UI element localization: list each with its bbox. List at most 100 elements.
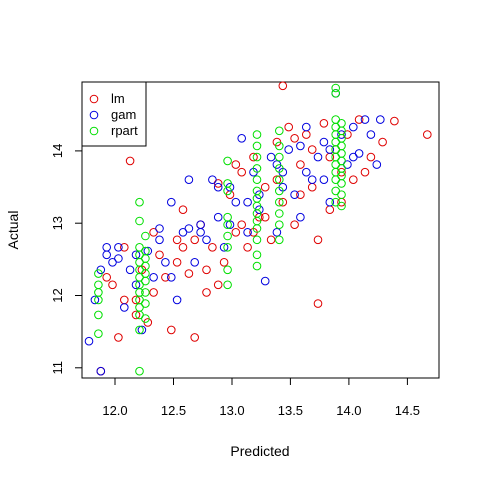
data-point-rpart: [223, 265, 232, 275]
data-point-gam: [319, 137, 329, 147]
data-point-lm: [231, 228, 241, 237]
data-point-rpart: [141, 231, 150, 241]
data-point-lm: [190, 333, 199, 342]
data-point-gam: [213, 182, 223, 192]
data-point-gam: [196, 220, 205, 229]
data-point-gam: [190, 258, 199, 267]
y-tick-label: 12: [50, 288, 65, 302]
y-tick-label: 14: [50, 144, 65, 158]
y-tick-label: 11: [50, 361, 65, 375]
data-point-gam: [143, 246, 153, 256]
data-point-rpart: [331, 83, 341, 93]
data-point-rpart: [135, 366, 144, 376]
x-tick-label: 14.5: [395, 403, 420, 418]
data-point-rpart: [337, 141, 346, 151]
series-gam: [84, 89, 385, 376]
data-point-rpart: [275, 197, 284, 207]
y-tick: 12: [50, 288, 82, 303]
x-tick: 14.5: [395, 378, 420, 418]
data-point-lm: [125, 156, 135, 166]
data-point-lm: [202, 265, 211, 275]
data-point-gam: [349, 152, 358, 162]
x-tick: 13.5: [278, 378, 303, 418]
data-point-rpart: [252, 261, 262, 271]
data-point-gam: [219, 243, 229, 252]
data-point-gam: [114, 243, 123, 252]
data-point-rpart: [252, 235, 262, 245]
y-tick-label: 13: [50, 216, 65, 230]
legend-entry-gam: gam: [89, 107, 136, 122]
data-point-lm: [366, 152, 376, 162]
data-point-rpart: [252, 250, 262, 260]
y-axis-title: Actual: [5, 211, 21, 250]
legend-marker-gam: [89, 110, 99, 120]
legend-label-lm: lm: [111, 91, 125, 106]
data-point-gam: [260, 276, 270, 286]
series-lm: [96, 81, 432, 376]
data-point-lm: [213, 280, 223, 290]
data-point-lm: [178, 205, 188, 214]
data-point-rpart: [275, 186, 284, 196]
data-point-gam: [196, 228, 205, 237]
data-point-gam: [325, 145, 335, 154]
x-tick-label: 13.5: [278, 403, 303, 418]
data-point-rpart: [252, 164, 262, 173]
y-tick: 14: [50, 144, 82, 158]
data-point-lm: [278, 197, 288, 207]
data-point-gam: [360, 115, 370, 124]
data-point-gam: [155, 235, 164, 245]
data-point-lm: [219, 258, 229, 267]
data-point-gam: [178, 228, 188, 237]
data-point-rpart: [337, 179, 346, 188]
data-point-lm: [249, 152, 258, 162]
data-point-lm: [337, 167, 346, 177]
x-axis: 12.0 12.5 13.0 13.5 14.0 14.5: [102, 377, 420, 418]
data-point-rpart: [141, 314, 150, 323]
data-point-lm: [307, 145, 317, 154]
data-point-rpart: [94, 280, 103, 290]
x-tick-label: 12.0: [102, 403, 127, 418]
data-point-lm: [296, 160, 305, 169]
data-point-lm: [284, 122, 294, 132]
data-point-lm: [302, 130, 311, 139]
x-tick: 13.0: [219, 378, 245, 418]
x-tick-label: 12.5: [161, 403, 186, 418]
data-point-rpart: [223, 179, 232, 188]
data-point-lm: [172, 258, 182, 267]
data-point-rpart: [252, 186, 262, 196]
data-point-gam: [90, 295, 100, 305]
data-point-gam: [120, 303, 129, 312]
data-point-rpart: [141, 299, 150, 308]
data-point-gam: [184, 224, 194, 233]
data-point-gam: [296, 141, 305, 151]
data-point-gam: [102, 250, 111, 260]
data-point-lm: [290, 134, 299, 143]
data-point-lm: [354, 115, 364, 124]
data-point-lm: [208, 243, 217, 252]
data-point-rpart: [252, 141, 262, 151]
data-point-rpart: [275, 235, 284, 245]
data-point-gam: [307, 175, 317, 184]
data-point-gam: [149, 273, 158, 282]
data-point-rpart: [337, 190, 346, 199]
data-point-rpart: [141, 254, 150, 263]
data-point-gam: [208, 175, 217, 184]
data-point-lm: [278, 81, 288, 91]
data-point-lm: [114, 333, 123, 342]
data-point-lm: [325, 205, 335, 214]
data-point-gam: [155, 224, 164, 233]
data-point-rpart: [94, 269, 103, 278]
data-point-rpart: [94, 310, 103, 320]
legend-marker-rpart: [89, 126, 99, 136]
data-point-gam: [225, 220, 235, 229]
data-point-gam: [125, 265, 135, 275]
data-point-rpart: [275, 126, 284, 136]
x-tick: 14.0: [336, 378, 362, 418]
data-point-rpart: [252, 152, 262, 162]
data-point-lm: [290, 220, 299, 229]
data-point-gam: [290, 190, 299, 199]
data-point-gam: [243, 228, 252, 237]
data-point-gam: [231, 197, 241, 207]
data-point-rpart: [94, 329, 103, 339]
